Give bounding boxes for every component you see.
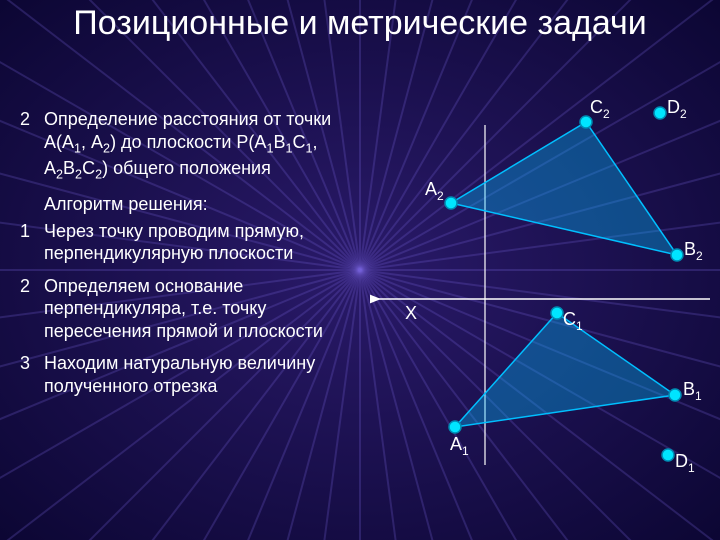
slide-title: Позиционные и метрические задачи: [0, 4, 720, 43]
problem-row: 2 Определение расстояния от точки А(А1, …: [20, 108, 360, 183]
step-text: Через точку проводим прямую, перпендикул…: [44, 220, 360, 265]
point-C1: [551, 307, 563, 319]
step-number: 3: [20, 352, 44, 397]
point-D2: [654, 107, 666, 119]
step-text: Находим натуральную величину полученного…: [44, 352, 360, 397]
point-B1: [669, 389, 681, 401]
triangle-lower: [455, 313, 675, 427]
text-column: 2 Определение расстояния от точки А(А1, …: [20, 108, 360, 407]
step-row: 1 Через точку проводим прямую, перпендик…: [20, 220, 360, 265]
label-D1: D1: [675, 451, 695, 475]
point-A2: [445, 197, 457, 209]
algorithm-title: Алгоритм решения:: [44, 193, 360, 216]
slide: Позиционные и метрические задачи 2 Опред…: [0, 0, 720, 540]
step-row: 3 Находим натуральную величину полученно…: [20, 352, 360, 397]
point-C2: [580, 116, 592, 128]
problem-number: 2: [20, 108, 44, 183]
point-D1: [662, 449, 674, 461]
problem-text: Определение расстояния от точки А(А1, А2…: [44, 108, 360, 183]
label-C2: C2: [590, 97, 610, 121]
label-A1: A1: [450, 434, 469, 458]
label-B1: B1: [683, 379, 702, 403]
label-A2: A2: [425, 179, 444, 203]
label-D2: D2: [667, 97, 687, 121]
step-number: 2: [20, 275, 44, 343]
step-row: 2 Определяем основание перпендикуляра, т…: [20, 275, 360, 343]
label-B2: B2: [684, 239, 703, 263]
geometry-diagram: ХA2C2D2B2C1A1B1D1: [370, 95, 720, 535]
x-axis-label: Х: [405, 303, 417, 323]
point-A1: [449, 421, 461, 433]
step-text: Определяем основание перпендикуляра, т.е…: [44, 275, 360, 343]
step-number: 1: [20, 220, 44, 265]
point-B2: [671, 249, 683, 261]
